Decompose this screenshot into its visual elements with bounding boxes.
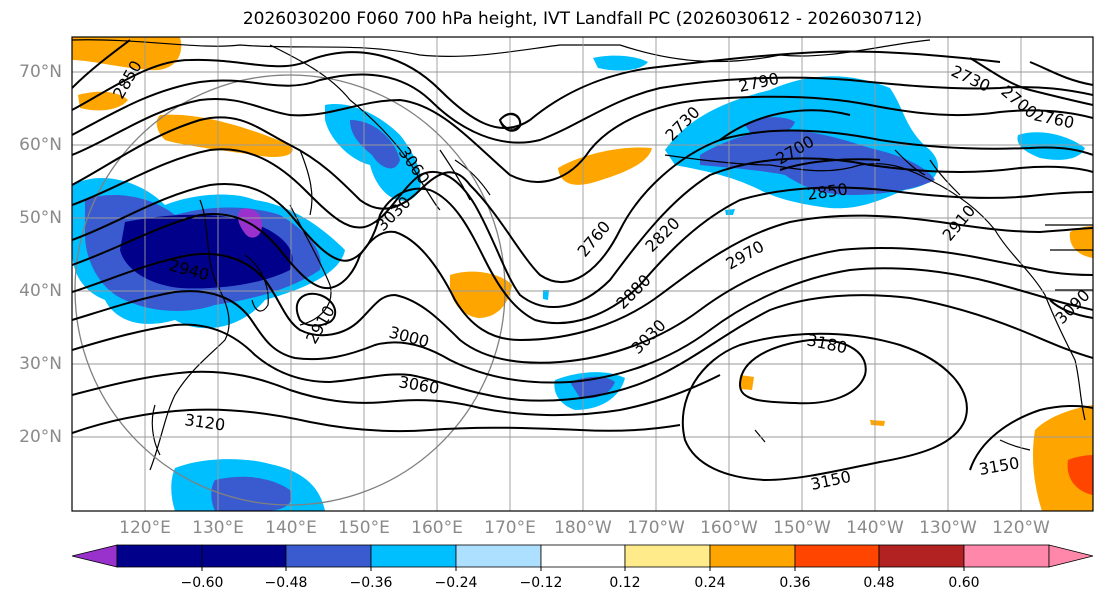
lat-label-70n: 70°N xyxy=(19,62,62,82)
colorbar-bin xyxy=(794,544,880,568)
colorbar-tick-label: 0.36 xyxy=(779,575,811,591)
lat-label-30n: 30°N xyxy=(19,354,62,374)
lon-label-140w: 140°W xyxy=(846,518,904,538)
colorbar-tick-label: −0.12 xyxy=(519,575,563,591)
lon-label-170w: 170°W xyxy=(627,518,685,538)
coastlines xyxy=(72,39,1093,471)
colorbar-bin xyxy=(116,544,203,568)
lon-label-160w: 160°W xyxy=(700,518,758,538)
lat-label-50n: 50°N xyxy=(19,208,62,228)
colorbar-bin xyxy=(963,544,1050,568)
ivt-positive-regions xyxy=(72,37,1093,511)
lon-label-130w: 130°W xyxy=(919,518,977,538)
lat-label-40n: 40°N xyxy=(19,281,62,301)
colorbar-tick-label: 0.12 xyxy=(609,575,641,591)
colorbar-tick-label: −0.36 xyxy=(349,575,393,591)
lon-label-150e: 150°E xyxy=(338,518,390,538)
colorbar-bin xyxy=(540,544,626,568)
colorbar-tick-label: 0.24 xyxy=(694,575,726,591)
lon-label-180w: 180°W xyxy=(554,518,612,538)
colorbar-tick-label: 0.48 xyxy=(863,575,895,591)
lat-label-60n: 60°N xyxy=(19,135,62,155)
colorbar-bin xyxy=(1048,544,1094,568)
colorbar-bin xyxy=(71,544,118,568)
colorbar-bin xyxy=(709,544,796,568)
lon-label-170e: 170°E xyxy=(484,518,536,538)
lon-label-150w: 150°W xyxy=(773,518,831,538)
colorbar-tick-label: −0.48 xyxy=(264,575,308,591)
colorbar xyxy=(71,544,1094,568)
lon-label-120e: 120°E xyxy=(119,518,171,538)
colorbar-bin xyxy=(624,544,711,568)
colorbar-tick-label: −0.24 xyxy=(434,575,478,591)
lon-label-160e: 160°E xyxy=(411,518,463,538)
lon-label-140e: 140°E xyxy=(265,518,317,538)
colorbar-bin xyxy=(878,544,965,568)
colorbar-bin xyxy=(285,544,372,568)
lon-label-130e: 130°E xyxy=(192,518,244,538)
lon-label-120w: 120°W xyxy=(992,518,1050,538)
colorbar-tick-label: 0.60 xyxy=(948,575,980,591)
colorbar-bin xyxy=(201,544,287,568)
height-contours xyxy=(72,39,1093,482)
lat-label-20n: 20°N xyxy=(19,427,62,447)
colorbar-bin xyxy=(370,544,457,568)
colorbar-tick-label: −0.60 xyxy=(180,575,224,591)
colorbar-bin xyxy=(455,544,542,568)
map-title: 2026030200 F060 700 hPa height, IVT Land… xyxy=(242,9,923,29)
